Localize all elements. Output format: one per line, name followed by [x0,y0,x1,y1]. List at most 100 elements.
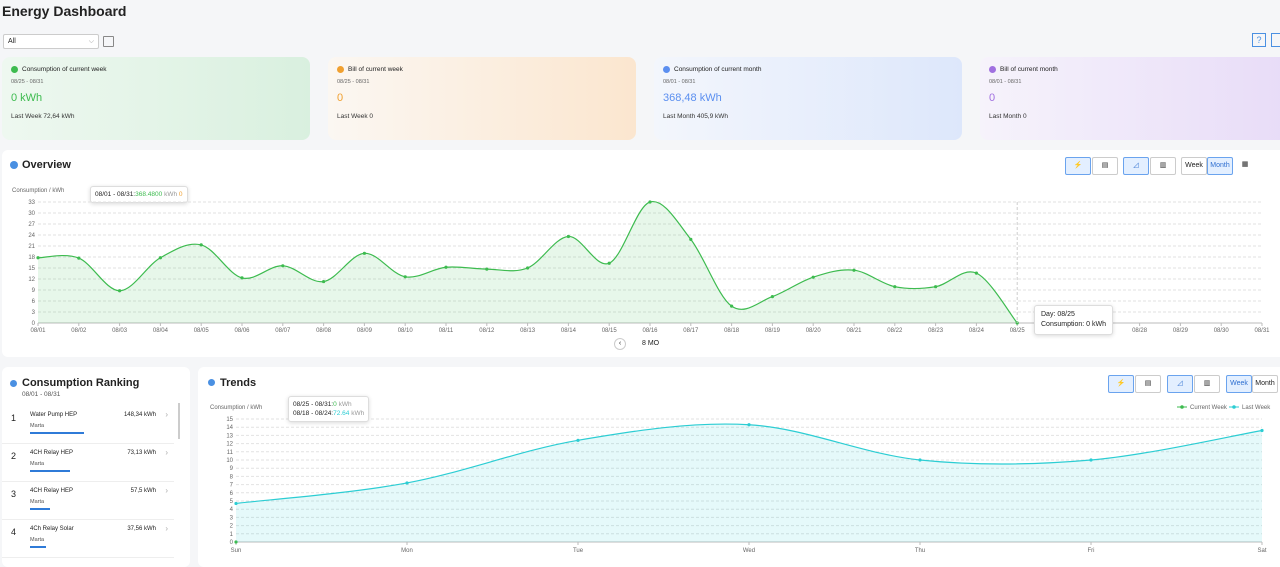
summary-card: Consumption of current month 08/01 - 08/3… [654,57,962,140]
card-last: Last Month 405,9 kWh [663,113,729,120]
pager-label: 8 MO [642,340,660,347]
ranking-item[interactable]: 3 4CH Relay HEP 57,5 kWh Marta › [2,483,174,520]
hover-day: Day: 08/25 [1041,311,1075,318]
ranking-item[interactable]: 1 Water Pump HEP 148,34 kWh Marta › [2,407,174,444]
tooltip-range: 08/01 - 08/31: [95,191,136,198]
y-tick-label: 6 [32,299,36,305]
tooltip-unit: kWh [338,401,352,408]
card-range: 08/01 - 08/31 [989,79,1022,85]
line-toggle[interactable]: ◿ [1123,157,1149,175]
card-icon [11,66,18,73]
item-arrow: › [165,410,168,419]
tooltip-value: 0 [333,401,337,408]
point [199,243,203,247]
panel-title: Consumption Ranking [22,377,140,389]
line-toggle[interactable]: ◿ [1167,375,1193,393]
point [566,234,571,239]
energy-toggle[interactable]: ⚡ [1065,157,1091,175]
y-tick-label: 6 [230,491,234,497]
bar-toggle[interactable]: ▥ [1194,375,1220,393]
x-tick-label: Sat [1257,548,1266,554]
ranking-item[interactable]: 2 4CH Relay HEP 73,13 kWh Marta › [2,445,174,482]
summary-card: Bill of current month 08/01 - 08/31 0 Last … [980,57,1280,140]
export-button[interactable] [1271,33,1280,47]
y-tick-label: 7 [230,483,234,489]
y-tick-label: 2 [230,524,234,530]
cost-toggle[interactable]: ▤ [1135,375,1161,393]
card-value: 368,48 kWh [663,92,722,104]
month-button[interactable]: Month [1252,375,1278,393]
x-tick-label: Fri [1088,548,1095,554]
settings-icon[interactable] [103,36,114,47]
rank-number: 1 [11,413,17,423]
energy-toggle[interactable]: ⚡ [1108,375,1134,393]
x-tick-label: 08/20 [806,328,822,334]
card-icon [989,66,996,73]
point [893,285,897,289]
x-tick-label: Thu [915,548,925,554]
y-tick-label: 0 [230,540,234,546]
month-button[interactable]: Month [1207,157,1233,175]
help-button[interactable]: ? [1252,33,1266,47]
x-tick-label: 08/14 [561,328,577,334]
summary-card: Bill of current week 08/25 - 08/31 0 Last W… [328,57,636,140]
filter-select[interactable]: All ⌵ [3,34,99,49]
legend-label: Last Week [1242,405,1271,411]
point [118,289,122,293]
x-tick-label: 08/21 [846,328,862,334]
y-tick-label: 27 [28,222,35,228]
card-title: Consumption of current week [22,66,107,73]
item-value: 73,13 kWh [127,450,156,456]
trends-chart: Consumption / kWh0123456789101112131415S… [210,405,1271,554]
week-button[interactable]: Week [1181,157,1207,175]
y-tick-label: 8 [230,474,234,480]
tooltip: 08/01 - 08/31:368.4800 kWh 0 [90,186,188,203]
x-tick-label: 08/01 [30,328,46,334]
page-title: Energy Dashboard [2,3,127,19]
y-tick-label: 3 [230,515,234,521]
cost-toggle[interactable]: ▤ [1092,157,1118,175]
x-tick-label: 08/29 [1173,328,1189,334]
x-tick-label: 08/13 [520,328,536,334]
y-tick-label: 3 [32,310,36,316]
table-button[interactable]: ▦ [1236,157,1254,173]
item-arrow: › [165,448,168,457]
item-name: 4Ch Relay Solar [30,526,74,532]
x-tick-label: 08/05 [194,328,210,334]
tooltip-value: 72.64 [333,410,350,417]
item-bar [30,546,46,548]
panel-title: Trends [220,377,257,389]
tooltip-unit: kWh [351,410,365,417]
ranking-panel: Consumption Ranking 08/01 - 08/31 1 Water… [2,367,190,567]
y-tick-label: 15 [226,417,233,423]
tooltip: 08/25 - 08/31:0 kWh 08/18 - 08/24:72.64 k… [288,396,370,422]
x-tick-label: 08/30 [1214,328,1230,334]
item-bar [30,432,84,434]
legend-dot [1232,405,1236,409]
x-tick-label: 08/12 [479,328,495,334]
bar-toggle[interactable]: ▥ [1150,157,1176,175]
y-tick-label: 4 [230,507,234,513]
x-tick-label: 08/02 [71,328,87,334]
x-tick-label: Tue [573,548,584,554]
card-range: 08/25 - 08/31 [11,79,44,85]
area [236,424,1262,542]
point [918,458,922,462]
x-tick-label: 08/25 [1010,328,1026,334]
card-value: 0 [989,92,996,104]
item-owner: Marta [30,461,45,467]
legend-dot [1180,405,1184,409]
hover-tooltip: Day: 08/25 Consumption: 0 kWh [1034,305,1113,335]
ranking-item[interactable]: 4 4Ch Relay Solar 37,56 kWh Marta › [2,521,174,558]
pager-prev[interactable]: ‹ [614,338,626,350]
panel-range: 08/01 - 08/31 [22,391,61,398]
rank-number: 4 [11,527,17,537]
point [362,251,366,255]
tooltip-value: 368.4800 [135,191,163,198]
item-name: Water Pump HEP [30,412,78,418]
week-button[interactable]: Week [1226,375,1252,393]
item-owner: Marta [30,423,45,429]
panel-title: Overview [22,159,71,171]
x-tick-label: 08/09 [357,328,373,334]
